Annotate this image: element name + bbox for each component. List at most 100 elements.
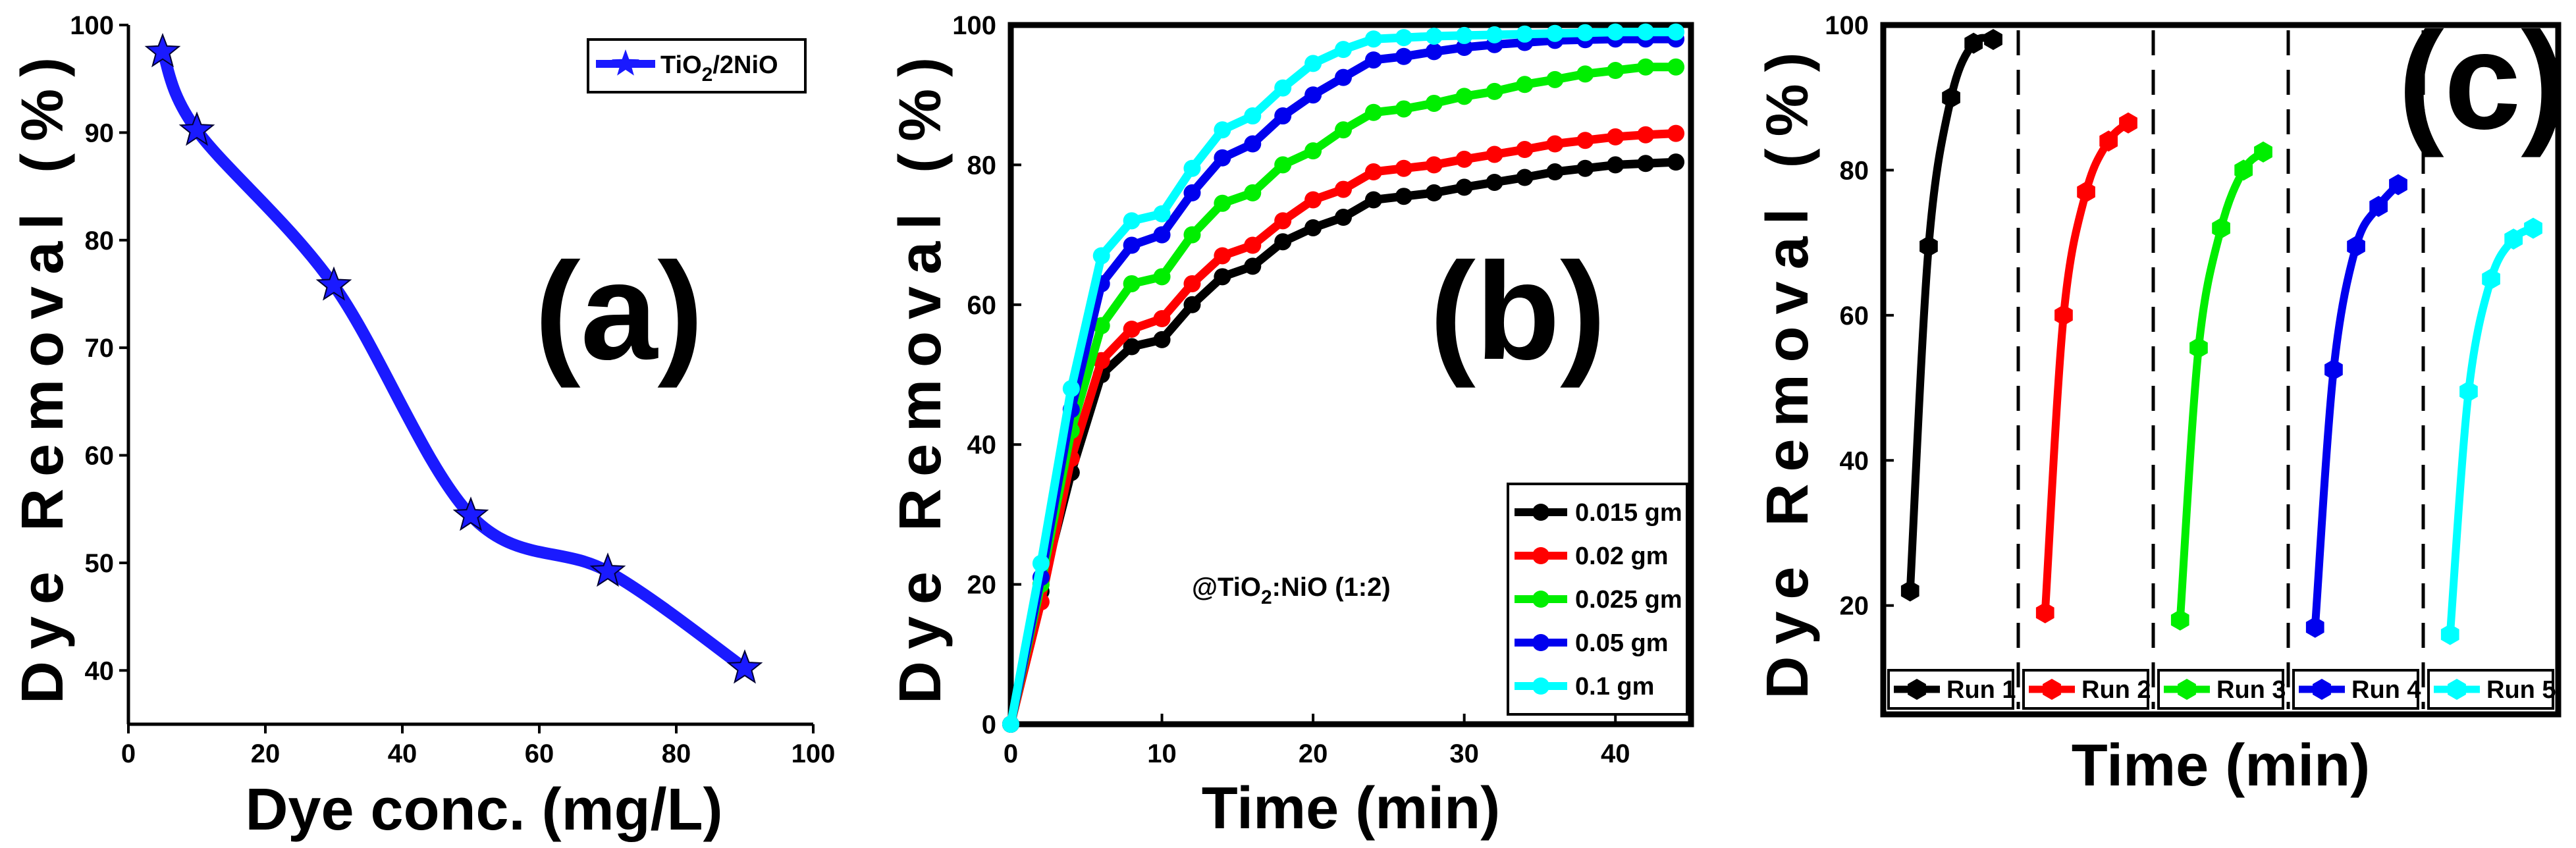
data-point-circle — [1183, 275, 1201, 292]
series-b-1 — [1002, 124, 1685, 733]
data-point-circle — [1486, 82, 1503, 100]
legend-label-b: 0.015 gm — [1575, 499, 1682, 527]
data-point-circle — [1637, 155, 1655, 172]
data-point-circle — [1516, 25, 1534, 43]
legend-label-sub: 2 — [702, 64, 713, 86]
data-point-circle — [1395, 47, 1412, 65]
data-point-circle — [1274, 107, 1292, 125]
data-point-circle — [1183, 184, 1201, 201]
data-point-circle — [1304, 142, 1322, 160]
y-tick-label-a: 70 — [85, 334, 115, 363]
y-tick-label-c: 20 — [1840, 592, 1869, 621]
data-point-circle — [1092, 352, 1110, 369]
data-point-hexagon — [2440, 623, 2459, 645]
y-tick-label-b: 40 — [967, 431, 997, 460]
legend-marker-b — [1532, 677, 1549, 695]
data-point-circle — [1576, 24, 1594, 41]
data-point-circle — [1395, 29, 1412, 47]
data-point-hexagon — [2234, 159, 2253, 181]
series-b-4 — [1002, 23, 1685, 733]
x-tick-label-a: 100 — [792, 739, 836, 768]
data-point-hexagon — [1900, 580, 1919, 602]
legend-marker-c — [2313, 679, 2331, 700]
data-point-circle — [1637, 23, 1655, 41]
data-point-hexagon — [2054, 304, 2073, 326]
legend-entry-c: Run 5 — [2427, 669, 2556, 710]
y-tick-label-b: 80 — [967, 151, 997, 180]
data-point-circle — [1546, 135, 1564, 153]
data-point-circle — [1274, 233, 1292, 251]
y-tick-label-c: 40 — [1840, 446, 1869, 475]
legend-label-b: 0.1 gm — [1575, 673, 1654, 701]
data-point-circle — [1304, 191, 1322, 209]
legend-entry-c: Run 3 — [2157, 669, 2286, 710]
data-point-hexagon — [2077, 181, 2095, 203]
data-point-circle — [1092, 247, 1110, 265]
data-point-circle — [1364, 191, 1382, 209]
data-point-circle — [1335, 68, 1353, 86]
plot-frame-b — [1007, 22, 1694, 728]
data-point-circle — [1576, 65, 1594, 83]
data-point-circle — [1244, 107, 1262, 125]
panel-label-a: (a) — [535, 234, 704, 388]
data-point-circle — [1364, 103, 1382, 121]
data-point-circle — [1123, 275, 1140, 292]
annotation-b: @TiO2:NiO (1:2) — [1192, 573, 1391, 608]
data-point-circle — [1153, 205, 1171, 223]
y-tick-label-c: 80 — [1840, 156, 1869, 185]
data-point-circle — [1425, 27, 1443, 45]
chart-a: 0 20 40 60 80 100 40 50 60 70 80 90 100 TiO2/2NiO (a) D… — [10, 11, 835, 843]
legend-label-c: Run 4 — [2351, 676, 2421, 704]
data-point-circle — [1214, 149, 1231, 167]
data-point-circle — [1486, 26, 1503, 43]
data-point-circle — [1274, 212, 1292, 230]
data-point-hexagon — [2119, 112, 2137, 134]
series-b-0 — [1002, 153, 1685, 733]
data-point-circle — [1244, 257, 1262, 275]
legend-box-c — [2022, 669, 2149, 710]
data-point-hexagon — [1984, 29, 2002, 50]
data-point-circle — [1516, 141, 1534, 159]
data-point-circle — [1214, 121, 1231, 139]
data-point-circle — [1123, 212, 1140, 230]
legend-marker-b — [1532, 634, 1549, 651]
legend-entry-c: Run 1 — [1887, 669, 2016, 710]
data-point-circle — [1244, 236, 1262, 254]
legend-marker-b — [1532, 547, 1549, 564]
data-point-circle — [1546, 24, 1564, 42]
data-point-circle — [1153, 310, 1171, 328]
plot-frame-c — [1880, 22, 2562, 718]
data-point-hexagon — [2099, 130, 2118, 152]
chart-c: 20 40 60 80 100 Run 1 Run 2 Run 3 Run 4 Run 5 (c) T… — [1755, 3, 2567, 799]
data-point-circle — [1607, 128, 1624, 146]
data-point-circle — [1667, 124, 1685, 142]
data-point-star — [315, 266, 352, 301]
data-point-hexagon — [2254, 141, 2272, 163]
data-point-circle — [1304, 55, 1322, 72]
data-point-hexagon — [2504, 228, 2523, 250]
data-point-hexagon — [2347, 236, 2365, 257]
y-tick-label-b: 20 — [967, 571, 997, 600]
data-point-circle — [1214, 247, 1231, 265]
data-point-hexagon — [2482, 268, 2500, 290]
y-tick-label-b: 0 — [982, 710, 996, 739]
legend-label-c: Run 5 — [2486, 676, 2556, 704]
series-c-4: Run 5 — [2427, 217, 2556, 710]
data-point-circle — [1395, 159, 1412, 177]
data-point-circle — [1304, 219, 1322, 236]
data-point-star — [144, 32, 181, 68]
series-c-3: Run 4 — [2292, 174, 2421, 710]
data-point-circle — [1274, 79, 1292, 97]
data-point-circle — [1516, 169, 1534, 186]
data-point-circle — [1667, 23, 1685, 41]
data-point-circle — [1576, 132, 1594, 149]
data-point-circle — [1455, 26, 1473, 44]
data-point-circle — [1576, 159, 1594, 177]
legend-label-b: 0.05 gm — [1575, 629, 1669, 657]
data-point-circle — [1335, 121, 1353, 139]
data-point-star — [589, 552, 626, 587]
data-point-circle — [1304, 86, 1322, 104]
y-tick-label-c: 100 — [1825, 11, 1869, 40]
y-tick-label-a: 50 — [85, 549, 115, 578]
data-point-circle — [1546, 163, 1564, 181]
